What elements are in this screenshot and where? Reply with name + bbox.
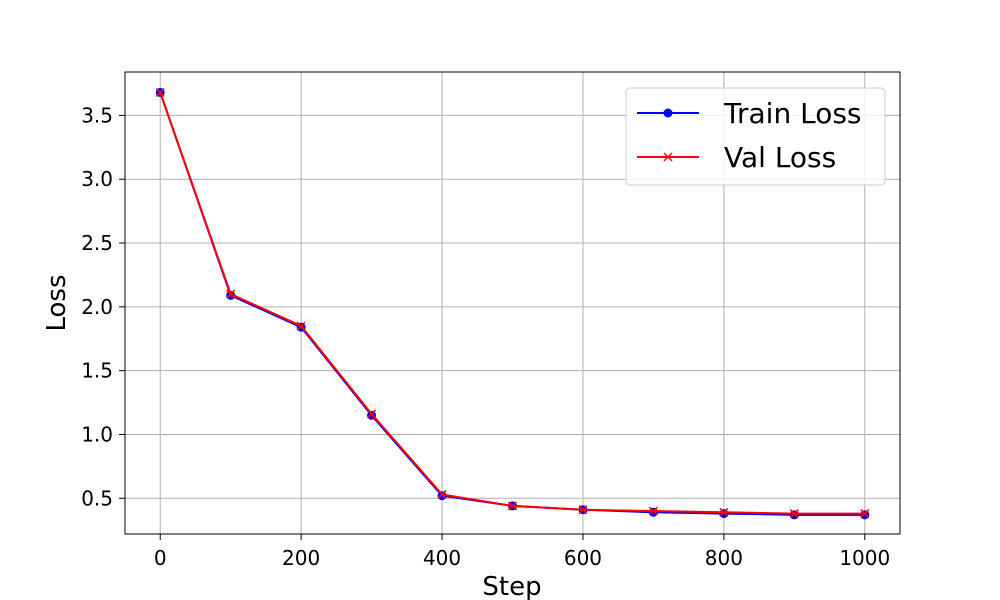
train-loss-point xyxy=(719,509,729,519)
train-loss-point xyxy=(437,491,447,501)
series-layer xyxy=(155,87,870,520)
y-tick-label: 3.0 xyxy=(81,167,113,191)
legend-marker xyxy=(663,108,673,118)
x-tick-label: 600 xyxy=(564,546,602,570)
legend-item-train-loss: Train Loss xyxy=(637,97,862,130)
val-loss-point xyxy=(507,501,518,511)
val-loss-point xyxy=(578,505,588,515)
val-loss-point xyxy=(719,507,729,517)
y-tick-label: 0.5 xyxy=(81,486,113,510)
series-val-loss xyxy=(155,87,870,519)
train-loss-point xyxy=(860,510,870,520)
legend-label: Val Loss xyxy=(724,141,836,174)
val-loss-point xyxy=(296,321,306,331)
train-loss-point xyxy=(789,510,799,520)
y-axis-label: Loss xyxy=(42,274,72,331)
val-loss-point xyxy=(437,489,447,499)
legend-label: Train Loss xyxy=(723,97,862,130)
x-tick-label: 200 xyxy=(282,546,320,570)
train-loss-point xyxy=(648,507,658,517)
y-tick-label: 2.0 xyxy=(81,295,113,319)
val-loss-point xyxy=(648,506,658,516)
x-tick-label: 1000 xyxy=(839,546,890,570)
val-loss-point xyxy=(155,87,165,97)
x-tick-label: 400 xyxy=(423,546,461,570)
legend-marker xyxy=(663,152,673,162)
y-tick-label: 2.5 xyxy=(81,231,113,255)
val-loss-point xyxy=(789,509,799,519)
train-loss-point xyxy=(226,290,236,300)
y-tick-label: 1.0 xyxy=(81,422,113,446)
legend-item-val-loss: Val Loss xyxy=(637,141,836,174)
y-tick-label: 1.5 xyxy=(81,359,113,383)
x-axis-label: Step xyxy=(482,572,541,600)
val-loss-point xyxy=(226,289,236,299)
legend: Train Loss Val Loss xyxy=(625,87,886,186)
tick-layer: 0 200 400 600 800 1000 0.5 1.0 1.5 2.0 2.5 3.0 3.5 xyxy=(81,103,890,570)
y-tick-label: 3.5 xyxy=(81,103,113,127)
val-loss-point xyxy=(367,409,377,419)
plot-frame xyxy=(124,71,901,535)
x-tick-label: 800 xyxy=(705,546,743,570)
val-loss-point xyxy=(860,509,870,519)
x-tick-label: 0 xyxy=(154,546,167,570)
